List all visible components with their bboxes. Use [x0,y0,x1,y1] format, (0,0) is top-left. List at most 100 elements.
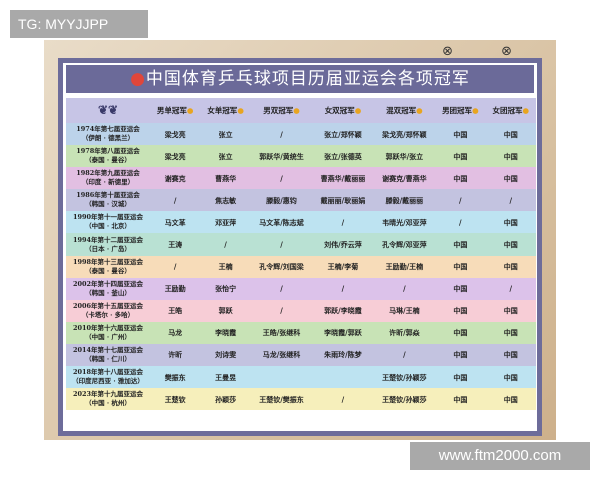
champion-cell: 王楚钦/孙颖莎 [382,394,427,404]
champion-cell: 滕毅/惠钧 [266,195,297,205]
champion-cell: 王楚钦/樊振东 [259,394,304,404]
games-place: （中国 · 广州） [85,332,131,341]
champion-cell: 樊振东 [164,372,186,382]
table-row: 1974年第七届亚运会 （伊朗 · 德黑兰） 梁戈亮 张立 / 张立/郑怀颖 梁戈亮/郑怀颖… [66,123,536,146]
poster-frame: ●中国体育乒乓球项目历届亚运会各项冠军 ❦❦ 男单冠军● 女单冠军● 男双冠军● 女双冠… [58,58,542,436]
champion-cell: 韦晴光/邓亚萍 [382,217,427,227]
champion-cell: 王皓/张继科 [262,328,301,338]
games-cell: 1994年第十二届亚运会 （日本 · 广岛） [66,233,150,255]
champion-cell: 梁戈亮/郑怀颖 [382,129,427,139]
games-cell: 2014年第十七届亚运会 （韩国 · 仁川） [66,344,150,366]
table-row: 1994年第十二届亚运会 （日本 · 广岛） 王涛 / / 刘伟/乔云萍 孔令辉/邓亚萍 中国… [66,233,536,256]
champion-cell: / [280,306,283,316]
champion-cell: 王楠 [218,262,233,272]
champion-cell: 中国 [453,306,468,316]
champion-cell: 王励勤/王楠 [385,262,424,272]
games-name: 2002年第十四届亚运会 [72,279,144,288]
champion-cell: 孔令辉/邓亚萍 [382,240,427,250]
games-name: 1994年第十二届亚运会 [72,235,144,244]
games-name: 1990年第十一届亚运会 [72,213,144,222]
table-row: 2018年第十八届亚运会 （印度尼西亚 · 雅加达） 樊振东 王曼昱 王楚钦/孙颖莎 中国… [66,366,536,389]
games-place: （泰国 · 曼谷） [85,156,131,165]
column-header-label: 男单冠军 [156,106,187,115]
medal-icon: ● [522,106,530,115]
champion-cell: / [280,129,283,139]
table-row: 2023年第十九届亚运会 （中国 · 杭州） 王楚钦 孙颖莎 王楚钦/樊振东 / 王楚钦/孙… [66,388,536,411]
champion-cell: / [403,350,406,360]
champion-cell: 马龙/张继科 [262,350,301,360]
table-row: 2010年第十六届亚运会 （中国 · 广州） 马龙 李晓霞 王皓/张继科 李晓霞/郭跃 许昕… [66,321,536,344]
table-row: 2002年第十四届亚运会 （韩国 · 釜山） 王励勤 张怡宁 / / / 中国 / [66,277,536,300]
watermark-top-left: TG: MYYJJPP [10,10,148,38]
champion-cell: 焦志敏 [215,195,237,205]
games-name: 1986年第十届亚运会 [76,191,140,200]
champion-cell: 孔令辉/刘国梁 [259,262,304,272]
medal-icon: ● [472,106,479,115]
champion-cell: / [509,195,513,205]
champion-cell: 郭跃华/张立 [385,151,424,161]
champion-cell: / [224,240,227,250]
champion-cell: 马文革 [164,217,186,227]
champion-cell: 谢赛克 [164,173,186,183]
games-name: 2014年第十七届亚运会 [72,345,144,354]
champion-cell: 中国 [503,151,518,161]
medal-icon: ● [354,106,362,115]
champion-cell: / [509,284,513,294]
champion-cell: 中国 [453,328,468,338]
champion-cell: 郭跃/李晓霞 [324,306,362,316]
header-ornament: ❦❦ [66,98,150,123]
champion-cell: 郭跃华/黄统生 [259,151,304,161]
games-place: （印度尼西亚 · 雅加达） [72,377,144,386]
games-cell: 1986年第十届亚运会 （韩国 · 汉城） [66,189,150,211]
watermark-bottom-right: www.ftm2000.com [410,442,590,470]
champion-cell: 中国 [453,129,468,139]
champion-cell: 中国 [503,262,518,272]
champion-cell: 许昕/郭焱 [389,328,420,338]
games-place: （韩国 · 仁川） [85,354,131,363]
champion-cell: 马文革/陈志斌 [259,217,304,227]
table-row: 1986年第十届亚运会 （韩国 · 汉城） / 焦志敏 滕毅/惠钧 戴丽丽/耿丽娟 滕毅/戴… [66,189,536,212]
champion-cell: 许昕 [168,350,183,360]
champion-cell: 中国 [453,240,468,250]
champion-cell: 王曼昱 [215,372,237,382]
column-header-label: 混双冠军 [386,106,417,115]
champion-cell: 中国 [503,328,518,338]
games-cell: 1974年第七届亚运会 （伊朗 · 德黑兰） [66,123,150,145]
champion-cell: 王楠/李菊 [327,262,359,272]
table-row: 1998年第十三届亚运会 （泰国 · 曼谷） / 王楠 孔令辉/刘国梁 王楠/李菊 王励勤/… [66,255,536,278]
champion-cell: 张立 [218,129,233,139]
champion-cell: / [280,284,283,294]
champions-table: ❦❦ 男单冠军● 女单冠军● 男双冠军● 女双冠军● 混双冠军● 男团冠军● 女团冠军● 19… [66,98,536,411]
champion-cell: 滕毅/戴丽丽 [385,195,424,205]
poster-title: ●中国体育乒乓球项目历届亚运会各项冠军 [66,65,534,93]
champion-cell: / [341,217,345,227]
champion-cell [312,366,373,388]
games-name: 2023年第十九届亚运会 [72,390,144,399]
column-header: 男团冠军● [435,98,486,123]
table-row: 1982年第九届亚运会 （印度 · 新德里） 谢赛克 曹燕华 / 曹燕华/戴丽丽 谢赛克/曹… [66,167,536,190]
medal-icon: ● [237,106,244,115]
games-name: 1978年第八届亚运会 [76,147,140,156]
champion-cell: 刘诗雯 [215,350,237,360]
champion-cell: / [459,217,462,227]
champion-cell: 李晓霞/郭跃 [324,328,362,338]
champion-cell: 中国 [503,240,518,250]
champion-cell: 张立/张德英 [324,151,362,161]
champion-cell: 郭跃 [218,306,233,316]
champion-cell: 马龙 [168,328,183,338]
champion-cell: / [280,173,283,183]
table-row: 1990年第十一届亚运会 （中国 · 北京） 马文革 邓亚萍 马文革/陈志斌 / 韦晴光/邓… [66,211,536,234]
champion-cell: 王皓 [168,306,183,316]
games-cell: 2018年第十八届亚运会 （印度尼西亚 · 雅加达） [66,366,150,388]
games-name: 2010年第十六届亚运会 [72,323,144,332]
champion-cell [251,366,312,388]
champion-cell: 中国 [453,284,468,294]
games-place: （中国 · 北京） [85,222,131,231]
champion-cell: 中国 [503,350,518,360]
games-place: （印度 · 新德里） [81,178,135,187]
champion-cell: 刘伟/乔云萍 [324,240,362,250]
champion-cell: 曹燕华/戴丽丽 [320,173,366,183]
title-text: 中国体育乒乓球项目历届亚运会各项冠军 [145,69,470,89]
champion-cell: 张立 [218,151,233,161]
champion-cell: 中国 [453,372,468,382]
